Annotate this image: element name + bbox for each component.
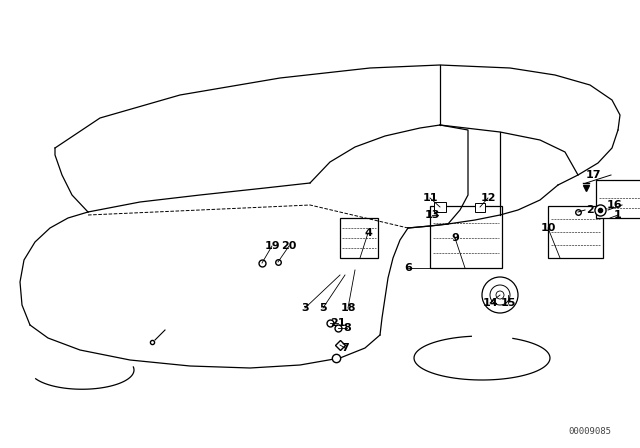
Circle shape (490, 285, 510, 305)
Bar (434, 202, 446, 212)
Text: 17: 17 (585, 170, 601, 180)
Text: 4: 4 (364, 228, 372, 238)
Text: 2: 2 (586, 205, 594, 215)
Text: 1: 1 (614, 210, 622, 220)
Text: 14: 14 (482, 298, 498, 308)
Text: 10: 10 (540, 223, 556, 233)
Text: 7: 7 (341, 343, 349, 353)
Text: 16: 16 (606, 200, 622, 210)
Bar (430, 206, 502, 268)
Text: 12: 12 (480, 193, 496, 203)
Bar (596, 180, 640, 218)
Text: 15: 15 (500, 298, 516, 308)
Circle shape (496, 291, 504, 299)
Bar (548, 206, 603, 258)
Text: 8: 8 (343, 323, 351, 333)
Bar (475, 203, 485, 212)
Bar (340, 218, 378, 258)
Text: 9: 9 (451, 233, 459, 243)
Text: 6: 6 (404, 263, 412, 273)
Text: 20: 20 (282, 241, 297, 251)
Text: 18: 18 (340, 303, 356, 313)
Text: 5: 5 (319, 303, 327, 313)
Text: 3: 3 (301, 303, 309, 313)
Text: 11: 11 (422, 193, 438, 203)
Text: 21: 21 (330, 318, 346, 328)
Text: 13: 13 (424, 210, 440, 220)
Text: 00009085: 00009085 (568, 427, 611, 436)
Text: 19: 19 (264, 241, 280, 251)
Circle shape (482, 277, 518, 313)
